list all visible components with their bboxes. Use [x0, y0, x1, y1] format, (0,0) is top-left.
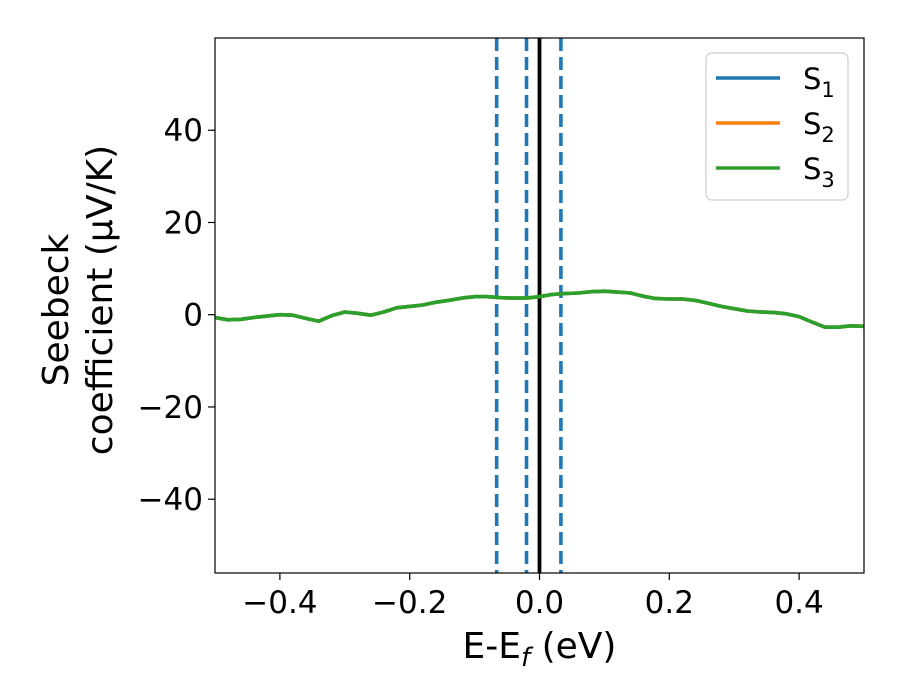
x-axis-label: E-Ef (eV) [463, 626, 617, 673]
x-axis-label-unit: (eV) [530, 626, 616, 667]
x-tick-label: 0.0 [515, 585, 564, 621]
series-line-s3 [215, 289, 864, 330]
x-tick-label: 0.2 [645, 585, 694, 621]
legend-label-s1: S1 [803, 62, 835, 102]
series-lines [215, 289, 864, 330]
y-axis-ticks: −40 −20 0 20 40 [138, 113, 215, 518]
y-tick-label: −40 [138, 482, 203, 518]
y-tick-label: −20 [138, 390, 203, 426]
legend-label-s2: S2 [803, 107, 835, 147]
x-tick-label: −0.4 [242, 585, 317, 621]
y-tick-label: 20 [164, 205, 203, 241]
y-tick-label: 40 [164, 113, 203, 149]
x-axis-ticks: −0.4 −0.2 0.0 0.2 0.4 [242, 573, 824, 621]
y-tick-label: 0 [183, 298, 203, 334]
y-axis-label-line1: Seebeck [36, 233, 77, 386]
x-tick-label: 0.4 [774, 585, 823, 621]
x-tick-label: −0.2 [372, 585, 447, 621]
reference-lines [494, 38, 563, 573]
x-axis-label-main: E-E [463, 626, 521, 667]
legend-box [705, 52, 849, 201]
legend: S1 S2 S3 [705, 52, 849, 201]
legend-label-s3: S3 [803, 152, 835, 192]
y-axis-label-line2: coefficient (μV/K) [80, 145, 121, 455]
